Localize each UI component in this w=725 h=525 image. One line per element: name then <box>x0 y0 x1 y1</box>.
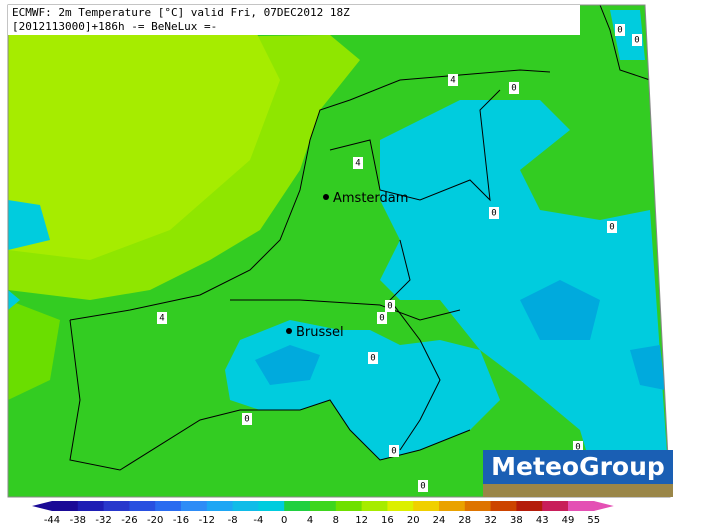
colorbar-tick-label: 16 <box>381 515 394 525</box>
temperature-field <box>8 5 670 497</box>
contour-label-box <box>418 480 428 492</box>
contour-label: 0 <box>609 223 614 233</box>
header-line2: [2012113000]+186h -= BeNeLux =- <box>12 20 217 33</box>
colorbar-tick-label: 32 <box>484 515 497 525</box>
city-dot <box>286 328 292 334</box>
colorbar-swatch <box>77 501 105 511</box>
colorbar-swatch <box>155 501 182 511</box>
contour-label: 0 <box>370 354 375 364</box>
contour-label: 4 <box>355 159 360 169</box>
contour-label-box <box>385 300 395 312</box>
colorbar-swatch <box>361 501 388 511</box>
colorbar-tick-label: -38 <box>70 515 86 525</box>
contour-label: 0 <box>379 314 384 324</box>
colorbar-swatch <box>413 501 440 511</box>
contour-label: 0 <box>244 415 249 425</box>
colorbar-tick-label: -32 <box>95 515 111 525</box>
header-line1: ECMWF: 2m Temperature [°C] valid Fri, 07… <box>12 6 350 19</box>
contour-label-box <box>157 312 167 324</box>
colorbar-tick-label: -4 <box>253 515 263 525</box>
colorbar-tick-label: 4 <box>307 515 313 525</box>
colorbar-swatch <box>387 501 414 511</box>
contour-label: 0 <box>387 302 392 312</box>
contour-label-box <box>353 157 363 169</box>
contour-label-box <box>489 207 499 219</box>
colorbar-tick-label: 20 <box>407 515 420 525</box>
colorbar-tick-label: 8 <box>333 515 339 525</box>
colorbar-swatch <box>232 501 259 511</box>
contour-label-box <box>448 74 458 86</box>
contour-label: 0 <box>491 209 496 219</box>
contour-label-box <box>242 413 252 425</box>
contour-label-box <box>632 34 642 46</box>
contour-label: 0 <box>511 84 516 94</box>
contour-label: 4 <box>450 76 455 86</box>
colorbar-tick-label: -12 <box>199 515 215 525</box>
colorbar-swatch <box>439 501 466 511</box>
logo: MeteoGroup <box>491 452 665 481</box>
city-label: Amsterdam <box>333 191 408 206</box>
colorbar-tick-label: 28 <box>458 515 471 525</box>
colorbar-swatch <box>206 501 234 511</box>
colorbar-tick-label: -16 <box>173 515 189 525</box>
colorbar-swatch <box>310 501 337 511</box>
contour-label: 0 <box>420 482 425 492</box>
colorbar-swatch <box>335 501 363 511</box>
colorbar-swatch <box>464 501 492 511</box>
colorbar-tick-label: -26 <box>121 515 137 525</box>
contour-label-box <box>615 24 625 36</box>
colorbar-swatch <box>181 501 208 511</box>
contour-label-box <box>389 445 399 457</box>
colorbar-tick-label: 43 <box>536 515 549 525</box>
contour-label-box <box>607 221 617 233</box>
colorbar-tick-label: 24 <box>433 515 446 525</box>
contour-label: 0 <box>391 447 396 457</box>
colorbar-swatch <box>542 501 569 511</box>
colorbar-swatch <box>490 501 517 511</box>
colorbar-tick-label: -8 <box>228 515 238 525</box>
contour-label: 0 <box>617 26 622 36</box>
contour-label: 0 <box>575 443 580 453</box>
colorbar-tick-label: 49 <box>562 515 575 525</box>
colorbar-swatch <box>129 501 156 511</box>
colorbar-arrow <box>593 501 614 511</box>
colorbar-swatch <box>568 501 595 511</box>
colorbar-tick-label: 55 <box>587 515 600 525</box>
city-label: Brussel <box>296 325 344 340</box>
contour-label: 0 <box>634 36 639 46</box>
colorbar-tick-label: 12 <box>355 515 368 525</box>
colorbar-tick-label: 0 <box>281 515 287 525</box>
colorbar-swatch <box>103 501 130 511</box>
colorbar-tick-label: -20 <box>147 515 163 525</box>
contour-label: 4 <box>159 314 164 324</box>
colorbar-tick-label: 38 <box>510 515 523 525</box>
colorbar-swatch <box>284 501 311 511</box>
contour-label-box <box>509 82 519 94</box>
colorbar-swatch <box>516 501 543 511</box>
header-box <box>8 5 580 35</box>
contour-label-box <box>573 441 583 453</box>
colorbar-swatch <box>258 501 285 511</box>
contour-label-box <box>368 352 378 364</box>
colorbar-arrow <box>32 501 52 511</box>
colorbar-swatch <box>52 501 79 511</box>
logo-stripe <box>483 484 673 497</box>
colorbar-tick-label: -44 <box>44 515 60 525</box>
city-dot <box>323 194 329 200</box>
contour-label-box <box>377 312 387 324</box>
